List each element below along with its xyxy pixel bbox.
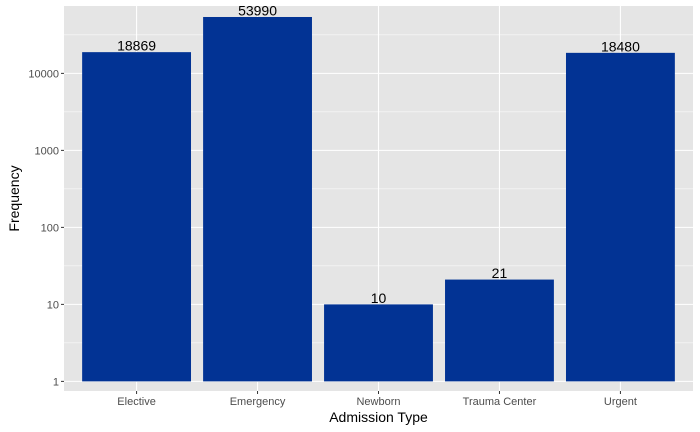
bars (82, 16, 675, 382)
y-axis-title: Frequency (6, 165, 22, 231)
x-tick-label: Elective (117, 396, 156, 408)
y-axis-ticks: 1 10 100 1000 10000 (28, 68, 64, 388)
x-tick-label: Urgent (604, 396, 637, 408)
data-label: 18869 (117, 38, 156, 54)
x-tick-label: Newborn (356, 396, 400, 408)
x-axis-ticks: Elective Emergency Newborn Trauma Center Urg… (117, 391, 637, 408)
x-tick-label: Trauma Center (463, 396, 537, 408)
data-label: 18480 (601, 38, 640, 54)
bar-elective (82, 52, 192, 382)
x-axis-title: Admission Type (329, 409, 428, 425)
y-tick-label: 100 (41, 222, 59, 234)
data-label: 10 (371, 290, 387, 306)
bar-emergency (203, 16, 312, 382)
data-label: 53990 (238, 2, 277, 18)
data-label: 21 (492, 265, 508, 281)
bar-trauma-center (445, 279, 554, 382)
y-tick-label: 10 (47, 299, 59, 311)
y-tick-label: 1 (53, 376, 59, 388)
bar-urgent (565, 52, 675, 382)
x-tick-label: Emergency (230, 396, 286, 408)
y-tick-label: 10000 (28, 68, 59, 80)
y-tick-label: 1000 (35, 145, 59, 157)
bar-newborn (324, 304, 433, 382)
data-labels: 18869 53990 10 21 18480 (117, 2, 640, 305)
